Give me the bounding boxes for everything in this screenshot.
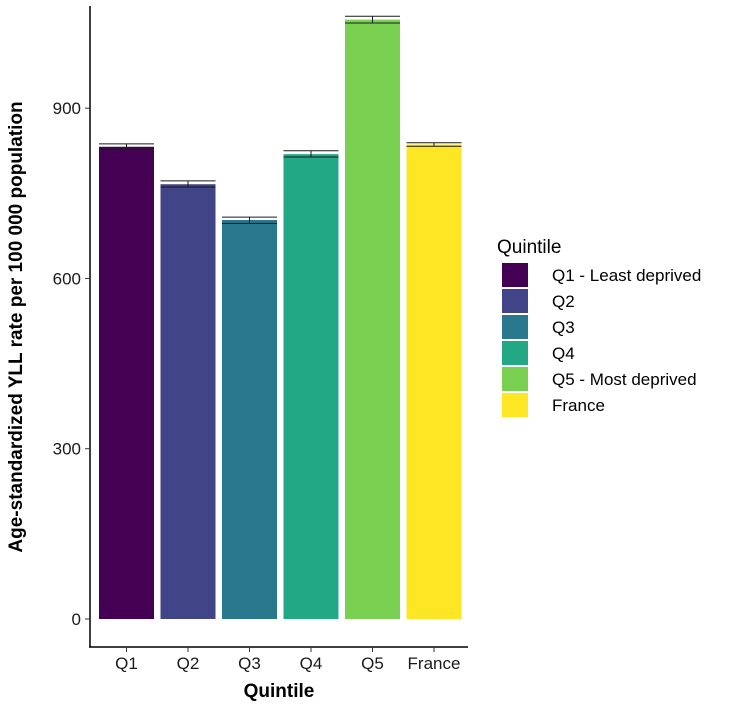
legend-label: Q2 — [552, 292, 575, 311]
x-axis-title: Quintile — [244, 681, 315, 702]
y-tick-label-300: 300 — [53, 440, 81, 459]
legend: Quintile Q1 - Least deprived Q2 Q3 Q4 Q5 - M… — [497, 237, 701, 417]
legend-items: Q1 - Least deprived Q2 Q3 Q4 Q5 - Most depri… — [502, 263, 701, 417]
error-bar-q3 — [222, 216, 277, 224]
y-axis-title: Age-standardized YLL rate per 100 000 po… — [6, 101, 27, 552]
legend-label: France — [552, 396, 605, 415]
error-bar-q2 — [160, 180, 216, 188]
bars-layer — [99, 19, 462, 620]
legend-label: Q3 — [552, 318, 575, 337]
bar-france — [406, 144, 462, 619]
bar-q1 — [99, 146, 154, 619]
bar-q5 — [345, 19, 400, 620]
error-bar-q4 — [283, 150, 339, 158]
legend-label: Q4 — [552, 344, 575, 363]
x-tick-label-q2: Q2 — [177, 654, 200, 673]
legend-item: Q1 - Least deprived — [502, 263, 701, 287]
legend-swatch — [502, 367, 528, 391]
legend-item: Q3 — [502, 315, 575, 339]
legend-title: Quintile — [497, 237, 561, 258]
bar-q4 — [283, 154, 339, 619]
y-tick-label-0: 0 — [72, 610, 81, 629]
y-tick-label-900: 900 — [53, 99, 81, 118]
legend-swatch — [502, 315, 528, 339]
legend-swatch — [502, 341, 528, 365]
legend-swatch — [502, 263, 528, 287]
legend-item: France — [502, 393, 605, 417]
error-bars-layer — [99, 15, 462, 224]
bar-q2 — [160, 184, 216, 620]
error-bar-q1 — [99, 143, 154, 150]
legend-label: Q5 - Most deprived — [552, 370, 697, 389]
legend-swatch — [502, 289, 528, 313]
y-tick-label-600: 600 — [53, 269, 81, 288]
error-bar-q5 — [345, 15, 400, 24]
legend-item: Q5 - Most deprived — [502, 367, 697, 391]
legend-item: Q4 — [502, 341, 575, 365]
x-ticks-layer: Q1 Q2 Q3 Q4 Q5 France — [115, 647, 460, 673]
x-tick-label-france: France — [408, 654, 461, 673]
x-tick-label-q1: Q1 — [115, 654, 138, 673]
y-ticks-layer: 0 300 600 900 — [53, 99, 90, 629]
bar-q3 — [222, 219, 277, 619]
legend-label: Q1 - Least deprived — [552, 266, 701, 285]
error-bar-france — [406, 142, 462, 147]
axes-layer — [89, 6, 468, 648]
x-tick-label-q5: Q5 — [361, 654, 384, 673]
legend-swatch — [502, 393, 528, 417]
x-tick-label-q3: Q3 — [238, 654, 261, 673]
legend-item: Q2 — [502, 289, 575, 313]
x-tick-label-q4: Q4 — [300, 654, 323, 673]
